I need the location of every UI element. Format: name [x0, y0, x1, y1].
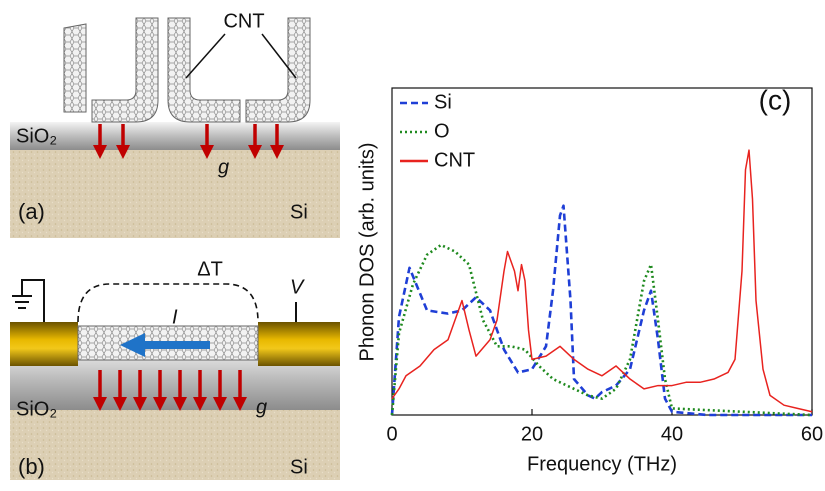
plot-frame — [391, 87, 813, 416]
substrate — [10, 410, 340, 480]
temperature-arc — [77, 283, 259, 323]
legend-label: O — [434, 120, 450, 142]
data-line — [390, 243, 813, 417]
current-label: I — [172, 306, 178, 328]
legend-label: Si — [434, 91, 452, 113]
ground-symbol — [12, 279, 297, 322]
cnt-label: CNT — [223, 10, 264, 32]
pointer-line — [261, 33, 297, 79]
panel-label: (c) — [759, 84, 792, 115]
cnt — [167, 17, 241, 123]
x-axis-label: Frequency (THz) — [527, 453, 677, 475]
heat-arrows — [93, 370, 247, 411]
oxide-label: SiO₂ — [16, 125, 57, 147]
pointer-line — [185, 33, 226, 79]
data-line — [390, 204, 812, 417]
temperature-label: ΔT — [197, 258, 223, 280]
cnt — [91, 17, 159, 123]
electrode — [10, 322, 78, 366]
x-tick-label: 0 — [386, 423, 397, 445]
oxide-label: SiO₂ — [16, 398, 57, 420]
substrate — [10, 150, 340, 238]
substrate-label: Si — [290, 201, 308, 223]
current-arrow — [120, 333, 210, 357]
electrode — [258, 322, 340, 366]
panel-a: CNT SiO₂ g (a) Si — [10, 10, 340, 238]
panel-b: ΔT I V SiO₂ g (b) Si — [10, 258, 340, 480]
chart: (c) Frequency (THz) Phonon DOS (arb. uni… — [356, 84, 823, 475]
oxide-layer — [10, 122, 340, 150]
heat-arrows — [93, 124, 284, 159]
y-axis-label: Phonon DOS (arb. units) — [356, 143, 378, 362]
conductance-label: g — [256, 396, 267, 418]
conductance-label: g — [218, 156, 229, 178]
x-tick-label: 60 — [801, 423, 823, 445]
data-line — [391, 149, 813, 413]
x-tick-label: 40 — [661, 423, 683, 445]
panel-label: (a) — [18, 199, 45, 224]
substrate-label: Si — [290, 456, 308, 478]
x-tick-label: 20 — [521, 423, 543, 445]
panel-label: (b) — [18, 454, 45, 479]
legend-label: CNT — [434, 149, 475, 171]
cnt — [63, 23, 87, 113]
cnt — [245, 17, 311, 123]
voltage-label: V — [290, 276, 305, 298]
